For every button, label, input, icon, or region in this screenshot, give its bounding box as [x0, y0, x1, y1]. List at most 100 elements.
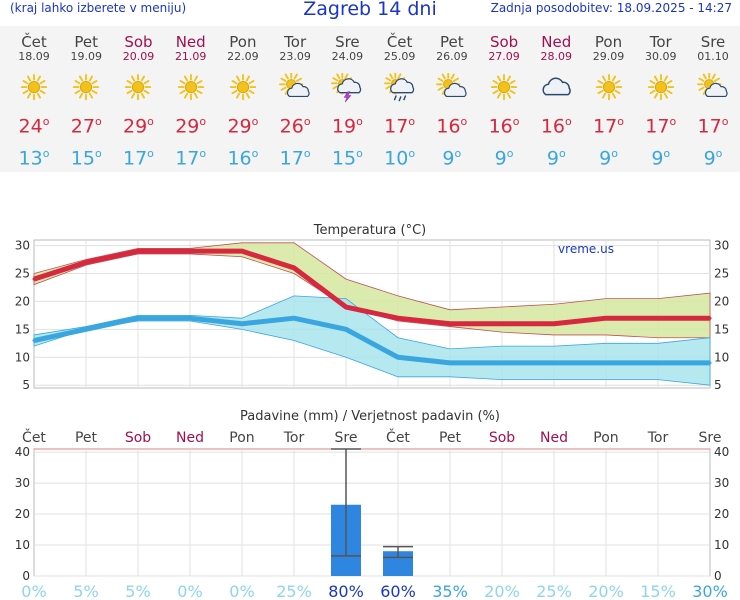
min-point — [188, 316, 192, 320]
x-tick-label: Sre — [335, 430, 358, 446]
max-temperature: 16o — [488, 115, 520, 138]
daily-forecast-strip: Čet 18.09 24o 13o Pet 19.09 27o 15o Sob 20.09 29o 1… — [0, 26, 740, 172]
precipitation-probability-label: 25% — [536, 582, 572, 600]
temperature-chart: Temperatura (°C) 5 5 10 10 15 15 20 20 25 25 30 30 vr… — [15, 223, 730, 392]
plot-area — [33, 448, 711, 577]
day-name: Tor — [284, 33, 307, 51]
max-temperature: 26o — [279, 115, 311, 138]
precipitation-probability-label: 35% — [432, 582, 468, 600]
sun-icon — [647, 73, 674, 101]
x-tick-label: Čet — [22, 428, 46, 446]
sun-icon — [490, 73, 518, 101]
y-tick-label-right: 30 — [714, 239, 729, 253]
day-date: 24.09 — [331, 50, 364, 63]
day-name: Pon — [229, 33, 257, 51]
max-point — [500, 322, 504, 326]
sun-icon — [229, 73, 257, 101]
day-date: 18.09 — [18, 50, 50, 63]
max-temperature-line — [33, 248, 710, 327]
y-tick-label-right: 5 — [714, 378, 722, 392]
sun-icon — [595, 73, 622, 101]
precipitation-probability-label: 30% — [692, 582, 728, 600]
day-name: Čet — [386, 33, 413, 51]
max-temperature: 16o — [540, 115, 572, 138]
max-temperature: 17o — [593, 115, 624, 138]
min-temperature: 17o — [279, 147, 311, 170]
precipitation-probability-label: 25% — [276, 582, 312, 600]
x-tick-label: Pon — [593, 430, 618, 446]
forecast-day: Sob 20.09 29o 17o — [112, 26, 164, 170]
day-date: 30.09 — [645, 50, 677, 63]
min-temperature: 15o — [331, 147, 363, 170]
max-temperature: 29o — [227, 115, 259, 138]
day-date: 19.09 — [70, 50, 102, 63]
min-point — [448, 361, 452, 365]
y-tick-label-right: 40 — [714, 445, 729, 459]
day-date: 29.09 — [592, 50, 625, 63]
max-point — [552, 322, 556, 326]
precipitation-probability-label: 0% — [229, 582, 254, 600]
precipitation-probability-label: 20% — [484, 582, 520, 600]
y-tick-label: 10 — [15, 350, 30, 364]
day-name: Sre — [700, 33, 726, 51]
day-name: Tor — [649, 33, 672, 51]
max-temperature: 17o — [384, 115, 416, 138]
day-date: 23.09 — [279, 50, 311, 63]
y-tick-label: 15 — [15, 322, 30, 336]
precipitation-chart: Padavine (mm) / Verjetnost padavin (%) Če… — [15, 409, 730, 600]
min-point — [396, 355, 400, 359]
y-tick-label: 20 — [15, 507, 30, 521]
forecast-day: Ned 21.09 29o 17o — [165, 26, 217, 170]
x-tick-label: Sre — [699, 430, 722, 446]
max-temperature: 17o — [645, 115, 677, 138]
sun-cloud-icon — [697, 73, 728, 98]
max-point — [84, 260, 88, 264]
max-point — [188, 249, 192, 253]
max-point — [32, 277, 36, 281]
precipitation-probability-label: 5% — [73, 582, 98, 600]
x-tick-label: Čet — [386, 428, 410, 446]
y-tick-label: 0 — [22, 569, 30, 583]
min-temperature: 9o — [651, 147, 671, 170]
header: (kraj lahko izberete v meniju) Zagreb 14… — [0, 0, 740, 22]
max-point — [396, 316, 400, 320]
y-tick-label-right: 15 — [714, 322, 729, 336]
day-name: Ned — [175, 33, 206, 51]
x-tick-label: Pet — [439, 430, 462, 446]
day-date: 28.09 — [540, 50, 573, 63]
max-temperature: 24o — [18, 115, 50, 138]
min-point — [552, 361, 556, 365]
day-name: Sob — [124, 33, 153, 51]
forecast-day: Pet 26.09 16o 9o — [426, 26, 478, 170]
min-temperature: 9o — [599, 147, 618, 170]
max-point — [136, 249, 140, 253]
max-point — [292, 266, 296, 270]
day-date: 21.09 — [174, 50, 207, 63]
page-title: Zagreb 14 dni — [303, 0, 437, 20]
precipitation-probability-label: 20% — [588, 582, 624, 600]
forecast-day: Pet 19.09 27o 15o — [60, 26, 112, 170]
x-tick-label: Ned — [176, 430, 204, 446]
max-temperature: 27o — [70, 115, 102, 138]
sun-icon — [177, 73, 204, 101]
max-point — [344, 305, 348, 309]
min-temperature: 13o — [18, 147, 50, 170]
max-point — [656, 316, 660, 320]
min-temperature: 9o — [546, 147, 566, 170]
min-temperature: 9o — [703, 147, 723, 170]
x-tick-label: Sob — [489, 430, 515, 446]
day-date: 25.09 — [383, 50, 416, 63]
forecast-day: Pon 29.09 17o 9o — [583, 26, 635, 170]
chart-title: Temperatura (°C) — [313, 223, 426, 238]
sun-cloud-icon — [435, 73, 467, 98]
min-temperature: 9o — [494, 147, 514, 170]
forecast-day: Sob 27.09 16o 9o — [478, 26, 530, 170]
x-tick-label: Tor — [647, 430, 669, 446]
last-update-timestamp: Zadnja posodobitev: 18.09.2025 - 14:27 — [490, 1, 732, 15]
forecast-day: Tor 30.09 17o 9o — [635, 26, 687, 170]
day-name: Sob — [489, 33, 519, 51]
y-tick-label: 25 — [15, 267, 30, 281]
precipitation-probability-label: 5% — [125, 582, 150, 600]
min-point — [604, 361, 608, 365]
min-point — [240, 322, 244, 326]
